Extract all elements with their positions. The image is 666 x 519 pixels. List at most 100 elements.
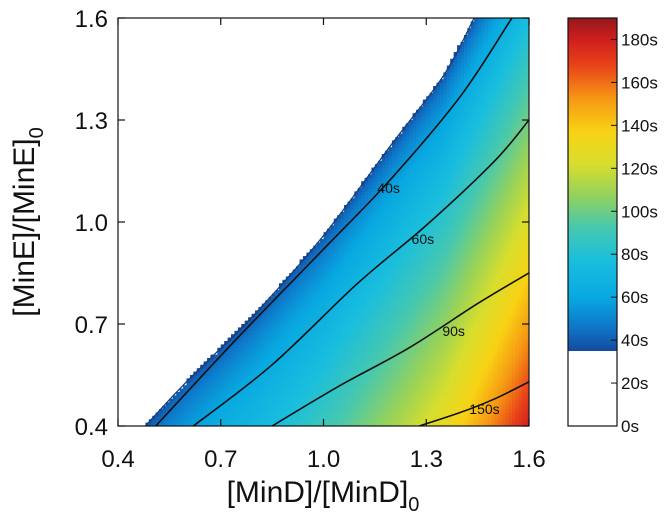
heatmap-cell [189, 395, 194, 400]
heatmap-cell [289, 320, 294, 325]
heatmap-cell [207, 398, 212, 403]
heatmap-cell [398, 300, 403, 305]
heatmap-cell [227, 364, 232, 369]
heatmap-cell [457, 72, 462, 77]
heatmap-cell [395, 194, 400, 199]
heatmap-cell [337, 344, 342, 349]
heatmap-cell [241, 392, 246, 396]
heatmap-cell [306, 344, 311, 349]
heatmap-cell [296, 347, 301, 352]
heatmap-cell [450, 116, 455, 121]
heatmap-cell [241, 354, 246, 359]
heatmap-cell [409, 327, 414, 332]
heatmap-cell [443, 371, 448, 376]
heatmap-cell [378, 215, 383, 220]
heatmap-cell [402, 415, 407, 420]
heatmap-cell [234, 368, 239, 373]
heatmap-cell [285, 317, 290, 322]
heatmap-cell [282, 317, 287, 322]
heatmap-cell [443, 150, 448, 155]
heatmap-cell [443, 137, 448, 141]
heatmap-cell [313, 395, 318, 400]
heatmap-cell [422, 358, 427, 362]
heatmap-cell [446, 354, 451, 359]
heatmap-cell [453, 167, 458, 172]
heatmap-cell [381, 415, 386, 420]
heatmap-cell [433, 405, 438, 410]
heatmap-cell [460, 327, 465, 332]
heatmap-cell [412, 381, 417, 386]
heatmap-cell [443, 395, 448, 400]
heatmap-cell [453, 160, 458, 165]
heatmap-cell [326, 409, 331, 413]
heatmap-cell [419, 300, 424, 305]
heatmap-cell [368, 215, 373, 220]
heatmap-cell [422, 337, 427, 342]
heatmap-cell [426, 167, 431, 172]
heatmap-cell [453, 368, 458, 373]
heatmap-cell [443, 79, 448, 84]
heatmap-cell [381, 351, 386, 356]
heatmap-cell [378, 310, 383, 315]
heatmap-cell [422, 194, 427, 199]
heatmap-cell [385, 273, 390, 277]
heatmap-cell [169, 412, 174, 417]
heatmap-cell [409, 123, 414, 128]
heatmap-cell [460, 228, 465, 233]
heatmap-cell [398, 181, 403, 186]
heatmap-cell [316, 409, 321, 413]
heatmap-cell [354, 303, 359, 308]
heatmap-cell [234, 419, 239, 424]
heatmap-cell [326, 405, 331, 410]
heatmap-cell [357, 225, 362, 230]
heatmap-cell [169, 409, 174, 413]
heatmap-cell [463, 164, 468, 169]
heatmap-cell [231, 388, 236, 393]
heatmap-cell [429, 422, 434, 426]
heatmap-cell [159, 422, 164, 426]
heatmap-cell [227, 412, 232, 417]
heatmap-cell [275, 341, 280, 345]
heatmap-cell [289, 293, 294, 298]
heatmap-cell [381, 276, 386, 281]
heatmap-cell [392, 177, 397, 182]
heatmap-cell [388, 147, 393, 152]
heatmap-cell [429, 303, 434, 308]
heatmap-cell [213, 422, 218, 426]
heatmap-cell [463, 116, 468, 121]
heatmap-cell [340, 269, 345, 274]
heatmap-cell [344, 402, 349, 407]
heatmap-cell [354, 381, 359, 386]
heatmap-cell [234, 354, 239, 359]
heatmap-cell [457, 222, 462, 226]
heatmap-cell [364, 358, 369, 362]
heatmap-cell [275, 398, 280, 403]
heatmap-cell [446, 140, 451, 145]
heatmap-cell [419, 266, 424, 271]
heatmap-cell [463, 113, 468, 118]
heatmap-cell [347, 252, 352, 257]
heatmap-cell [323, 283, 328, 288]
heatmap-cell [357, 368, 362, 373]
heatmap-cell [265, 307, 270, 311]
heatmap-cell [405, 123, 410, 128]
heatmap-cell [463, 96, 468, 101]
heatmap-cell [460, 245, 465, 250]
heatmap-cell [426, 371, 431, 376]
heatmap-cell [299, 296, 304, 301]
heatmap-cell [450, 218, 455, 223]
heatmap-cell [412, 341, 417, 345]
heatmap-cell [392, 303, 397, 308]
heatmap-cell [292, 296, 297, 301]
heatmap-cell [419, 341, 424, 345]
heatmap-cell [433, 232, 438, 237]
heatmap-cell [258, 317, 263, 322]
heatmap-cell [443, 160, 448, 165]
heatmap-cell [439, 225, 444, 230]
heatmap-cell [446, 150, 451, 155]
heatmap-cell [392, 147, 397, 152]
heatmap-cell [419, 262, 424, 267]
heatmap-cell [463, 120, 468, 124]
heatmap-cell [255, 313, 260, 318]
heatmap-cell [330, 259, 335, 264]
